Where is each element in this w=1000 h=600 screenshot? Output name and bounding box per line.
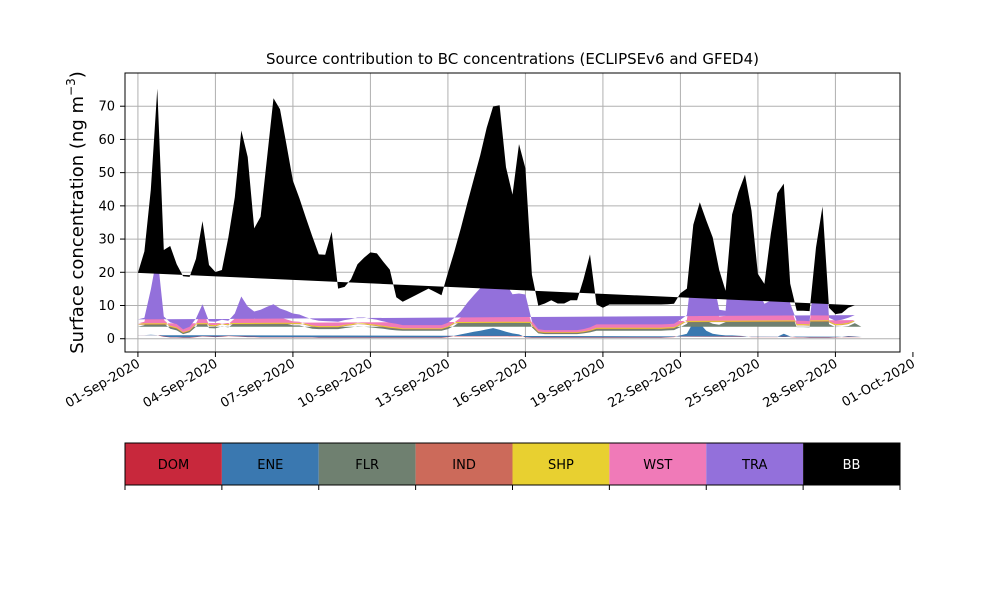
x-tick-label: 28-Sep-2020 <box>761 356 841 411</box>
y-axis-label-text: Surface concentration (ng m <box>67 96 88 354</box>
legend-swatch-ene <box>221 443 319 485</box>
x-tick-label: 01-Oct-2020 <box>840 356 918 410</box>
legend-label-tra: TRA <box>741 458 767 473</box>
x-tick-label: 07-Sep-2020 <box>218 356 298 411</box>
y-axis-label: Surface concentration (ng m−3) <box>64 71 88 354</box>
legend-swatch-wst <box>609 443 707 485</box>
legend-label-ind: IND <box>452 458 476 473</box>
y-tick-label: 0 <box>107 332 115 347</box>
y-tick-label: 60 <box>98 133 115 148</box>
area-bb <box>137 88 855 315</box>
x-tick-label: 16-Sep-2020 <box>451 356 531 411</box>
y-tick-label: 10 <box>98 299 115 314</box>
legend-label-ene: ENE <box>257 458 283 473</box>
plot-frame <box>124 72 901 353</box>
legend-label-dom: DOM <box>158 458 189 473</box>
y-tick-label: 20 <box>98 266 115 281</box>
x-tick-label: 25-Sep-2020 <box>683 356 763 411</box>
legend: DOM ENE FLR IND SHP WST TRA BB <box>124 442 901 490</box>
legend-label-shp: SHP <box>548 458 574 473</box>
legend-swatch-flr <box>318 443 416 485</box>
x-tick-label: 04-Sep-2020 <box>141 356 221 411</box>
y-tick-label: 30 <box>98 233 115 248</box>
legend-swatch-tra <box>706 443 804 485</box>
chart-title: Source contribution to BC concentrations… <box>266 50 759 68</box>
area-tra <box>137 197 855 331</box>
x-tick-label: 22-Sep-2020 <box>606 356 686 411</box>
y-tick-label: 40 <box>98 199 115 214</box>
legend-label-wst: WST <box>643 458 672 473</box>
x-tick-label: 01-Sep-2020 <box>63 356 143 411</box>
legend-swatch-shp <box>512 443 610 485</box>
y-axis-label-superscript: −3 <box>64 78 78 96</box>
stacked-areas <box>137 88 868 338</box>
area-ene <box>137 322 868 338</box>
legend-label-bb: BB <box>843 458 861 473</box>
y-tick-label: 50 <box>98 166 115 181</box>
legend-label-flr: FLR <box>355 458 379 473</box>
x-tick-label: 19-Sep-2020 <box>528 356 608 411</box>
x-tick-label: 13-Sep-2020 <box>373 356 453 411</box>
legend-swatch-bb <box>803 443 900 485</box>
x-tick-label: 10-Sep-2020 <box>296 356 376 411</box>
y-axis: 0 10 20 30 40 50 60 70 <box>98 100 125 347</box>
legend-swatch-ind <box>415 443 513 485</box>
x-axis: 01-Sep-202004-Sep-202007-Sep-202010-Sep-… <box>63 352 918 411</box>
legend-swatch-dom <box>125 443 222 485</box>
y-axis-label-close: ) <box>67 71 88 78</box>
y-tick-label: 70 <box>98 100 115 115</box>
